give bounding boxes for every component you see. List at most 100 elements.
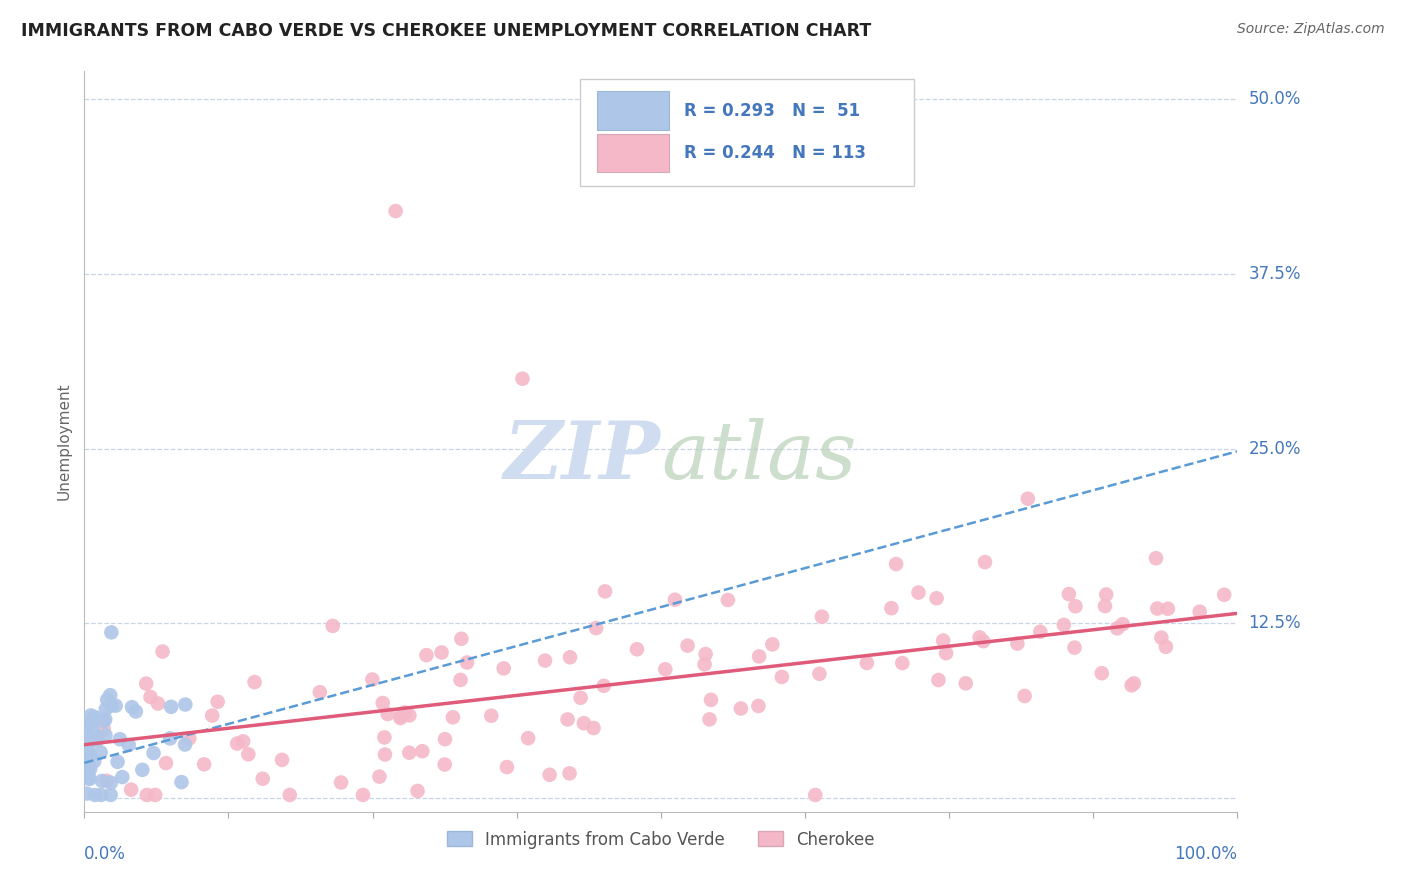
Point <box>1095 587 1118 601</box>
Point <box>77 759 100 773</box>
Point <box>748 649 770 664</box>
Point <box>1017 491 1039 506</box>
Text: 100.0%: 100.0% <box>1174 845 1237 863</box>
Point <box>374 747 396 762</box>
Point <box>174 698 197 712</box>
Text: IMMIGRANTS FROM CABO VERDE VS CHEROKEE UNEMPLOYMENT CORRELATION CHART: IMMIGRANTS FROM CABO VERDE VS CHEROKEE U… <box>21 22 872 40</box>
Point <box>159 731 181 746</box>
Point <box>352 788 374 802</box>
Point <box>201 708 224 723</box>
Point <box>676 639 699 653</box>
Point <box>450 673 472 687</box>
Point <box>700 693 723 707</box>
Point <box>1146 601 1168 615</box>
Point <box>384 204 406 219</box>
Point <box>96 692 118 706</box>
Text: R = 0.244   N = 113: R = 0.244 N = 113 <box>683 144 866 161</box>
Point <box>94 702 117 716</box>
Point <box>94 712 117 726</box>
Point <box>131 763 153 777</box>
Point <box>93 722 115 736</box>
Point <box>693 657 716 672</box>
Point <box>79 747 101 762</box>
Point <box>695 647 717 661</box>
Point <box>430 645 453 659</box>
Text: 12.5%: 12.5% <box>1249 614 1301 632</box>
Point <box>456 656 478 670</box>
Point <box>87 732 110 747</box>
Point <box>1094 599 1116 613</box>
Point <box>1007 637 1029 651</box>
Point <box>394 706 416 720</box>
Text: R = 0.293   N =  51: R = 0.293 N = 51 <box>683 102 860 120</box>
Point <box>433 757 456 772</box>
Point <box>1111 617 1133 632</box>
Point <box>1122 676 1144 690</box>
Point <box>90 788 112 802</box>
Point <box>558 650 581 665</box>
Point <box>927 673 949 687</box>
Point <box>76 740 98 755</box>
Point <box>76 755 98 769</box>
Point <box>330 775 353 789</box>
Point <box>558 766 581 780</box>
Point <box>880 601 903 615</box>
Text: 25.0%: 25.0% <box>1249 440 1301 458</box>
Point <box>585 621 607 635</box>
Point <box>83 710 105 724</box>
Point <box>77 771 100 785</box>
Point <box>76 787 98 801</box>
Point <box>582 721 605 735</box>
Point <box>496 760 519 774</box>
Point <box>79 762 101 776</box>
Point <box>932 633 955 648</box>
Point <box>955 676 977 690</box>
Text: Source: ZipAtlas.com: Source: ZipAtlas.com <box>1237 22 1385 37</box>
FancyBboxPatch shape <box>581 78 914 186</box>
Point <box>83 713 105 727</box>
Point <box>1014 689 1036 703</box>
Point <box>534 654 557 668</box>
Point <box>811 609 834 624</box>
Text: 50.0%: 50.0% <box>1249 90 1301 108</box>
Point <box>1154 640 1177 654</box>
Point <box>717 593 740 607</box>
Point <box>77 767 100 781</box>
Point <box>111 770 134 784</box>
Point <box>226 737 249 751</box>
Point <box>118 738 141 752</box>
Point <box>94 728 117 742</box>
Point <box>1057 587 1080 601</box>
Point <box>538 768 561 782</box>
Point <box>1144 551 1167 566</box>
Point <box>1063 640 1085 655</box>
Point <box>969 631 991 645</box>
Point <box>398 708 420 723</box>
Point <box>761 637 783 651</box>
Point <box>143 788 166 802</box>
Point <box>82 723 104 738</box>
Point <box>121 700 143 714</box>
Point <box>450 632 472 646</box>
Point <box>626 642 648 657</box>
Point <box>361 673 384 687</box>
Point <box>517 731 540 746</box>
Point <box>79 772 101 786</box>
Point <box>120 782 142 797</box>
Point <box>1064 599 1087 614</box>
Point <box>193 757 215 772</box>
Point <box>368 770 391 784</box>
Point <box>179 731 201 746</box>
Point <box>170 775 193 789</box>
Point <box>654 662 676 676</box>
Point <box>569 690 592 705</box>
Point <box>856 656 879 670</box>
Point <box>664 592 686 607</box>
Point <box>747 698 769 713</box>
Point <box>98 688 121 702</box>
Point <box>104 698 127 713</box>
Point <box>1029 624 1052 639</box>
Point <box>972 634 994 648</box>
Point <box>155 756 177 770</box>
Point <box>160 699 183 714</box>
